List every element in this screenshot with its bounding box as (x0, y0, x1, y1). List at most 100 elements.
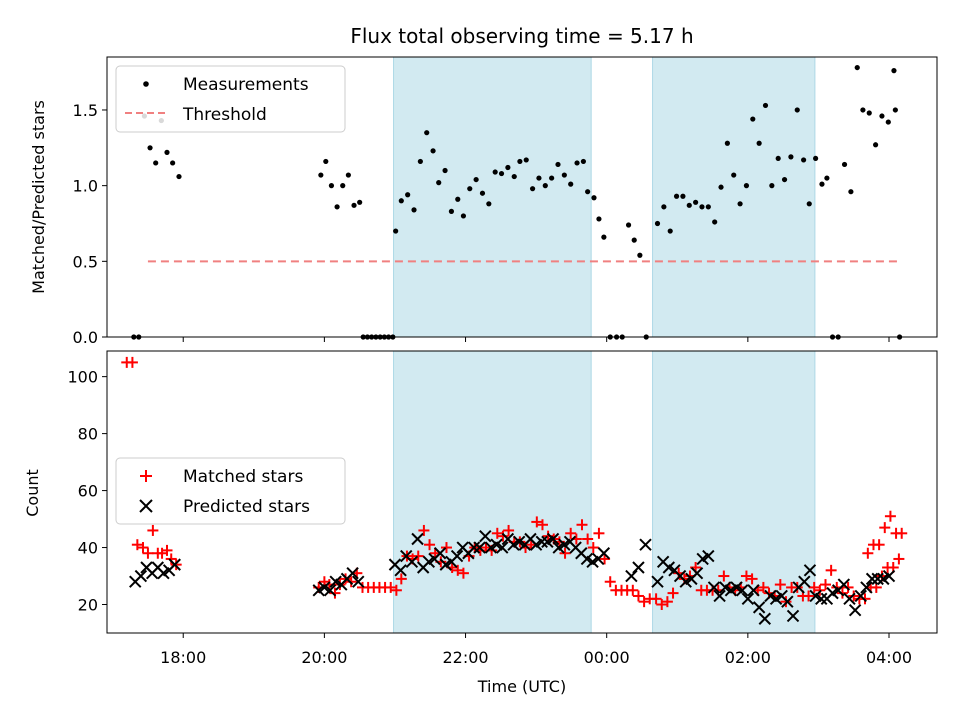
predicted-star-point (848, 604, 862, 617)
top-y-tick-label: 0.5 (73, 252, 98, 271)
measurement-point (775, 155, 781, 162)
measurement-point (854, 64, 860, 71)
predicted-star-point (741, 592, 755, 606)
measurement-point (334, 204, 340, 210)
predicted-star-point (865, 572, 879, 586)
bottom-x-ticks: 18:00 20:00 22:00 00:00 02:00 04:00 (160, 633, 912, 667)
matched-star-point (814, 584, 826, 596)
predicted-star-point (871, 572, 884, 586)
star-count-points (121, 356, 908, 625)
matched-star-point (896, 527, 908, 539)
matched-star-point (385, 581, 397, 593)
top-y-axis-label: Matched/Predicted stars (29, 100, 48, 294)
measurement-point (892, 107, 898, 113)
measurement-point (523, 157, 529, 163)
measurement-point (891, 68, 897, 74)
measurement-point (153, 160, 159, 166)
measurement-point (625, 222, 632, 228)
matched-star-point (395, 573, 407, 585)
matched-star-point (390, 584, 402, 596)
predicted-star-point (546, 532, 560, 546)
measurement-point (661, 204, 667, 210)
bottom-y-tick-label: 40 (78, 539, 98, 558)
predicted-star-point (323, 584, 337, 597)
measurement-point (417, 158, 423, 165)
measurement-point (436, 180, 442, 186)
measurement-point (705, 204, 711, 210)
matched-star-point (627, 584, 639, 596)
measurement-point (801, 157, 807, 163)
top-y-ticks: 0.0 0.5 1.0 1.5 (73, 101, 107, 347)
predicted-legend-label: Predicted stars (183, 497, 310, 517)
matched-star-point (650, 593, 662, 605)
matched-star-point (740, 570, 752, 582)
measurement-point (529, 186, 536, 192)
matched-star-point (531, 516, 543, 528)
measurement-point (467, 186, 473, 192)
measurement-point (699, 204, 705, 210)
measurement-point (667, 228, 673, 234)
predicted-star-point (735, 584, 749, 597)
predicted-star-point (496, 541, 509, 554)
matched-star-point (803, 590, 815, 602)
measurement-point (351, 202, 357, 208)
measurement-point (574, 160, 580, 166)
predicted-star-point (597, 547, 611, 560)
measurement-point (631, 237, 637, 243)
measurement-point (885, 119, 891, 125)
matched-star-point (137, 542, 149, 554)
matched-star-point (604, 576, 616, 588)
matched-star-point (774, 579, 786, 591)
measurement-point (737, 201, 743, 207)
x-tick-label: 04:00 (866, 648, 912, 667)
measurement-point (872, 142, 879, 148)
bottom-y-tick-label: 60 (78, 482, 98, 501)
shaded-interval-0 (393, 56, 592, 338)
matched-star-point (746, 573, 758, 585)
top-legend-box (115, 65, 346, 133)
matched-star-point (757, 581, 769, 593)
measurement-point (756, 140, 762, 146)
bottom-panel: 20 40 60 80 100 18:00 20:00 22:00 00:00 02:00 04:… (23, 350, 938, 696)
top-axes-frame (106, 56, 938, 338)
x-tick-label: 22:00 (442, 648, 488, 667)
measurement-point (813, 155, 819, 162)
matched-star-point (412, 550, 424, 562)
measurement-point (405, 192, 411, 198)
measurement-point (511, 173, 517, 180)
predicted-star-point (450, 549, 464, 563)
measurement-point (492, 169, 498, 175)
measurement-point (794, 107, 800, 113)
measurement-point (866, 110, 872, 116)
x-axis-label: Time (UTC) (477, 677, 566, 696)
measurement-point (542, 183, 548, 189)
measurement-point (147, 145, 153, 151)
measurement-point (788, 154, 794, 160)
measurement-point (879, 113, 885, 119)
predicted-star-point (837, 578, 851, 591)
measurement-point (806, 201, 812, 207)
measurement-point (686, 202, 692, 208)
measurement-point (591, 195, 597, 201)
top-y-tick-label: 1.5 (73, 101, 98, 120)
measurement-point (505, 164, 511, 171)
predicted-star-point (854, 589, 867, 603)
measurement-point (860, 107, 866, 113)
measurement-point (585, 189, 591, 195)
predicted-star-point (535, 535, 548, 549)
measurement-point (345, 172, 351, 178)
predicted-star-point (798, 575, 811, 588)
predicted-star-point (803, 564, 817, 577)
predicted-star-point (168, 558, 181, 571)
matched-star-point (593, 527, 605, 539)
measurement-point (398, 198, 404, 204)
matched-star-point (161, 544, 173, 556)
matched-star-point (656, 599, 668, 611)
measurement-point (750, 116, 756, 122)
predicted-star-point (651, 575, 664, 588)
matched-star-point (329, 587, 341, 599)
predicted-star-point (473, 541, 486, 554)
predicted-star-point (479, 529, 492, 543)
bottom-legend: Matched stars Predicted stars (115, 457, 346, 525)
bottom-y-axis-label: Count (23, 469, 42, 517)
